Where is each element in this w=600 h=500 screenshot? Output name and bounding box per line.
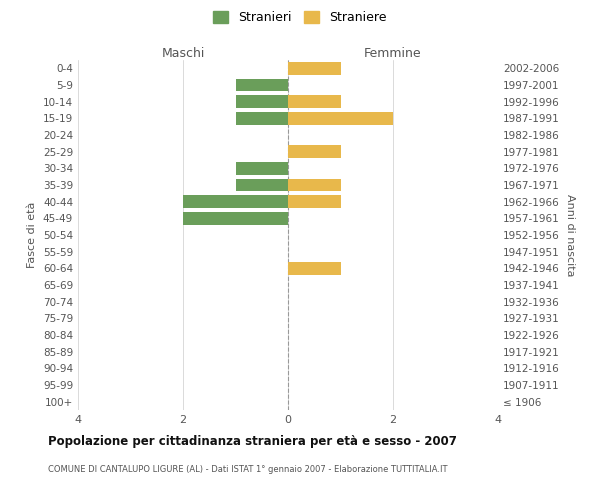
Bar	[183, 212, 288, 224]
Bar	[288, 112, 393, 124]
Bar	[288, 262, 341, 274]
Bar	[288, 96, 341, 108]
Y-axis label: Anni di nascita: Anni di nascita	[565, 194, 575, 276]
Bar	[288, 62, 341, 74]
Bar	[183, 196, 288, 208]
Bar	[288, 146, 341, 158]
Bar	[235, 162, 288, 174]
Bar	[235, 79, 288, 92]
Text: Femmine: Femmine	[364, 47, 422, 60]
Text: Popolazione per cittadinanza straniera per età e sesso - 2007: Popolazione per cittadinanza straniera p…	[48, 435, 457, 448]
Bar	[235, 112, 288, 124]
Legend: Stranieri, Straniere: Stranieri, Straniere	[213, 11, 387, 24]
Text: COMUNE DI CANTALUPO LIGURE (AL) - Dati ISTAT 1° gennaio 2007 - Elaborazione TUTT: COMUNE DI CANTALUPO LIGURE (AL) - Dati I…	[48, 465, 448, 474]
Bar	[288, 196, 341, 208]
Text: Maschi: Maschi	[161, 47, 205, 60]
Bar	[235, 179, 288, 192]
Bar	[235, 96, 288, 108]
Bar	[288, 179, 341, 192]
Y-axis label: Fasce di età: Fasce di età	[28, 202, 37, 268]
